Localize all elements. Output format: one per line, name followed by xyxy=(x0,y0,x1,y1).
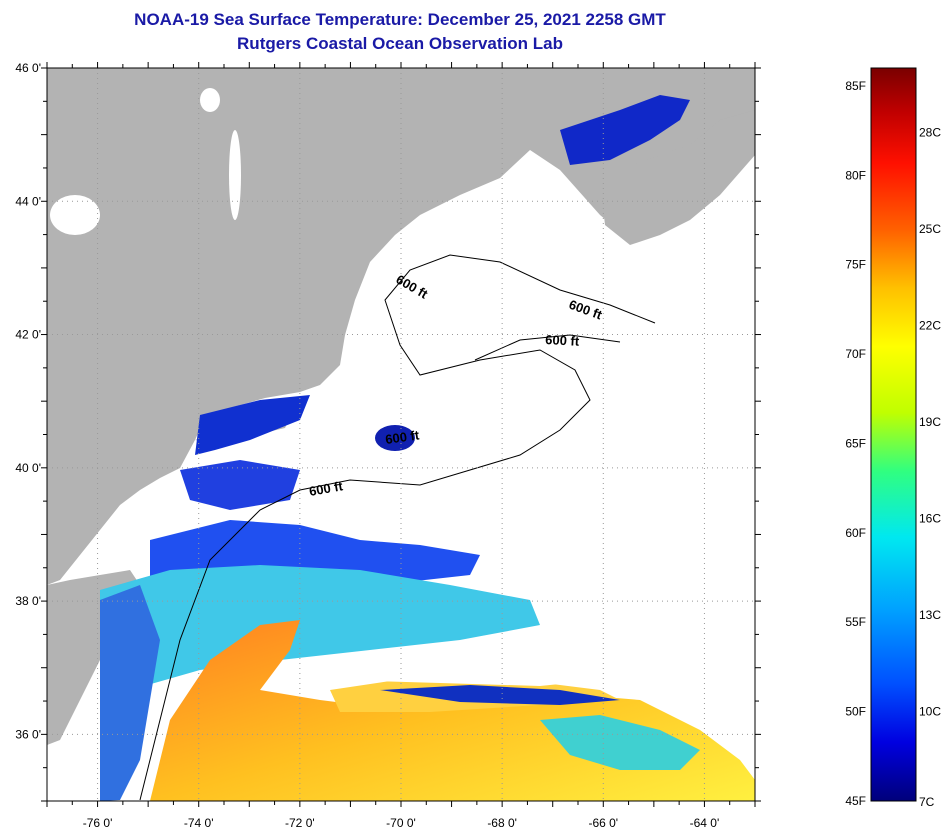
isobath-label: 600 ft xyxy=(308,478,345,499)
colorbar-fahrenheit-labels: 85F 80F 75F 70F 65F 60F 55F 50F 45F xyxy=(845,79,866,808)
cb-f-label: 80F xyxy=(845,168,866,182)
lake-champlain xyxy=(229,130,241,220)
sst-gulf-stlawrence xyxy=(560,95,690,165)
lon-label: -72 0' xyxy=(285,816,315,830)
colorbar-celsius-labels: 28C 25C 22C 19C 16C 13C 10C 7C xyxy=(919,125,941,809)
lat-label: 40 0' xyxy=(15,461,41,475)
latitude-labels: 46 0' 44 0' 42 0' 40 0' 38 0' 36 0' xyxy=(15,61,41,741)
sst-coastal-ny xyxy=(195,395,310,455)
cb-f-label: 55F xyxy=(845,615,866,629)
cb-c-label: 13C xyxy=(919,608,941,622)
lake-ontario xyxy=(50,195,100,235)
axis-ticks xyxy=(41,62,761,807)
cb-c-label: 19C xyxy=(919,415,941,429)
cb-c-label: 16C xyxy=(919,512,941,526)
sst-cold-streak xyxy=(380,685,620,705)
cb-c-label: 25C xyxy=(919,222,941,236)
isobath-600ft xyxy=(139,254,656,801)
lon-label: -70 0' xyxy=(386,816,416,830)
map-title: NOAA-19 Sea Surface Temperature: Decembe… xyxy=(134,10,666,29)
cb-f-label: 70F xyxy=(845,347,866,361)
lon-label: -64 0' xyxy=(690,816,720,830)
land-mainland xyxy=(47,68,755,585)
lat-label: 46 0' xyxy=(15,61,41,75)
cb-f-label: 65F xyxy=(845,436,866,450)
colorbar xyxy=(870,67,917,802)
lake xyxy=(200,88,220,112)
cb-f-label: 60F xyxy=(845,526,866,540)
lat-label: 42 0' xyxy=(15,328,41,342)
isobath-label: 600 ft xyxy=(384,427,420,447)
sst-nearshore xyxy=(100,585,160,801)
isobath-600ft-inner xyxy=(474,334,621,361)
lat-label: 36 0' xyxy=(15,727,41,741)
lon-label: -66 0' xyxy=(588,816,618,830)
cb-c-label: 10C xyxy=(919,705,941,719)
cb-c-label: 7C xyxy=(919,795,935,809)
map-imagery xyxy=(47,68,755,801)
cb-f-label: 85F xyxy=(845,79,866,93)
cb-c-label: 28C xyxy=(919,125,941,139)
graticule xyxy=(47,68,755,801)
lat-label: 38 0' xyxy=(15,594,41,608)
cb-f-label: 75F xyxy=(845,258,866,272)
sst-coastal-nj xyxy=(180,460,300,510)
sst-patch xyxy=(375,425,415,451)
land-nova-scotia xyxy=(600,110,755,245)
lon-label: -76 0' xyxy=(83,816,113,830)
lon-label: -74 0' xyxy=(184,816,214,830)
sst-eddy xyxy=(540,715,700,770)
cloud-streak xyxy=(300,655,600,686)
lon-label: -68 0' xyxy=(487,816,517,830)
lat-label: 44 0' xyxy=(15,194,41,208)
longitude-labels: -76 0' -74 0' -72 0' -70 0' -68 0' -66 0… xyxy=(83,816,720,830)
cb-c-label: 22C xyxy=(919,318,941,332)
cb-f-label: 45F xyxy=(845,794,866,808)
isobath-label: 600 ft xyxy=(545,332,580,349)
map-subtitle: Rutgers Coastal Ocean Observation Lab xyxy=(237,34,563,53)
cb-f-label: 50F xyxy=(845,705,866,719)
